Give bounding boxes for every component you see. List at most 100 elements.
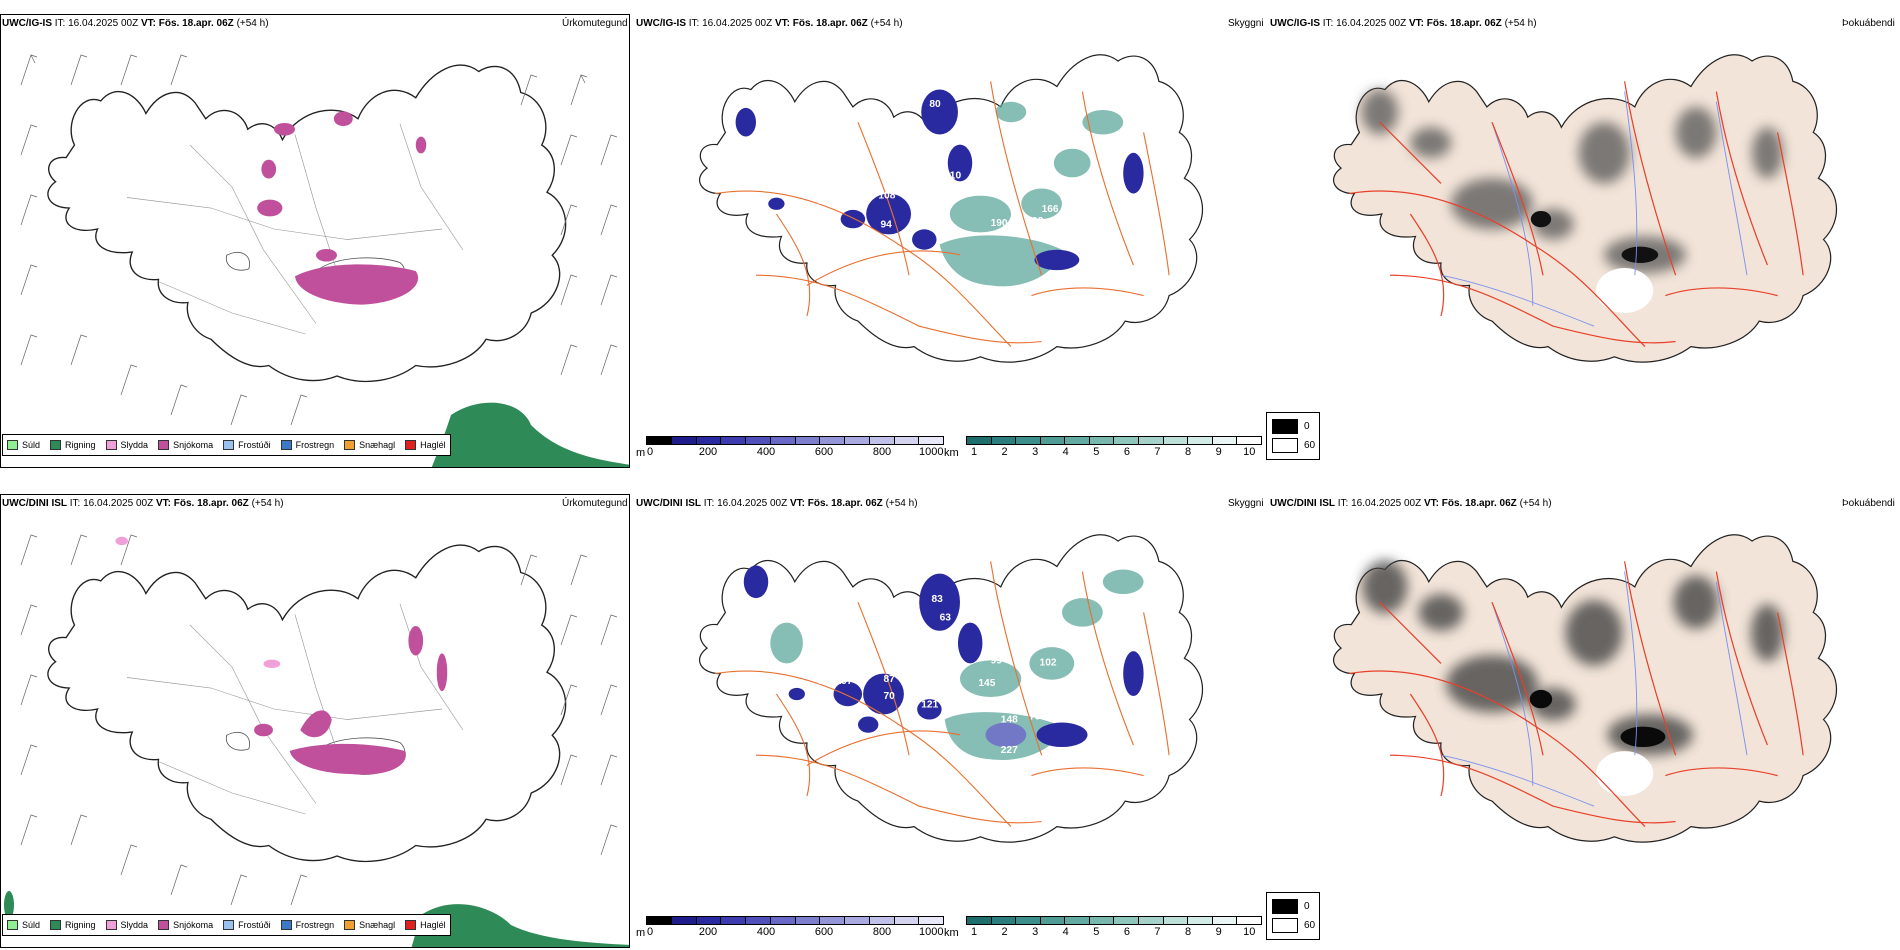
colorbar-height-strip (646, 916, 944, 925)
panel-label-ceiling: Skyggni (1228, 498, 1264, 509)
precip-type-panel: UWC/DINI ISL IT: 16.04.2025 00Z VT: Fös.… (0, 480, 632, 950)
colorbar-swatch (820, 437, 845, 444)
colorbar-height-strip (646, 436, 944, 445)
colorbar-swatch (1139, 437, 1164, 444)
colorbar-swatch (1188, 917, 1213, 924)
colorbar-visibility-unit: km (944, 927, 959, 939)
panel-title: UWC/IG-IS IT: 16.04.2025 00Z VT: Fös. 18… (1270, 18, 1537, 29)
fog-panel: UWC/DINI ISL IT: 16.04.2025 00Z VT: Fös.… (1268, 480, 1900, 950)
fog-map (1332, 54, 1838, 363)
colorbar-height-ticks: 0 200 400 600 800 1000 (646, 926, 944, 938)
colorbar-height: m 0 200 400 600 800 1000 (636, 436, 946, 466)
svg-text:121: 121 (921, 699, 938, 710)
svg-text:70: 70 (884, 691, 896, 702)
svg-text:99: 99 (991, 655, 1003, 666)
svg-text:80: 80 (929, 99, 941, 110)
colorbar-swatch (991, 917, 1017, 924)
legend-item-frostudi: Frostúði (223, 920, 271, 930)
colorbar-swatch (1163, 917, 1189, 924)
colorbar-swatch (770, 917, 796, 924)
colorbar-swatch (770, 437, 796, 444)
forecast-row-2: UWC/DINI ISL IT: 16.04.2025 00Z VT: Fös.… (0, 480, 1900, 950)
fog-legend-swatch-0 (1272, 899, 1298, 914)
colorbar-swatch (795, 437, 821, 444)
svg-text:108: 108 (970, 701, 987, 712)
colorbar-swatch (721, 917, 746, 924)
colorbar-swatch (1040, 917, 1066, 924)
colorbar-visibility-strip (966, 436, 1262, 445)
fog-legend: 0 60 (1266, 412, 1320, 460)
legend-item-frostregn: Frostregn (280, 920, 334, 930)
colorbar-swatch (845, 437, 870, 444)
svg-text:166: 166 (1042, 204, 1059, 215)
ceiling-map: 88 239 83 63 05 59 87 70 76 197 121 108 … (698, 534, 1204, 843)
svg-text:83: 83 (931, 594, 943, 605)
colorbar-swatch (919, 437, 943, 444)
legend-item-frostudi: Frostúði (223, 440, 271, 450)
colorbar-swatch (1114, 437, 1140, 444)
legend-item-slydda: Slydda (105, 920, 148, 930)
svg-text:96: 96 (1093, 715, 1105, 726)
panel-label-fog: Þokuábendi (1842, 18, 1895, 29)
colorbar-swatch (1188, 437, 1213, 444)
colorbar-swatch (894, 437, 920, 444)
fog-legend-label-0: 0 (1304, 421, 1310, 432)
colorbar-swatch (1065, 917, 1090, 924)
svg-text:197: 197 (836, 676, 853, 687)
fog-legend-label-60: 60 (1304, 920, 1316, 931)
svg-text:170: 170 (1101, 71, 1118, 82)
legend-item-frostregn: Frostregn (280, 440, 334, 450)
svg-text:84: 84 (1103, 226, 1115, 237)
svg-text:148: 148 (1001, 715, 1018, 726)
colorbar-swatch (721, 437, 746, 444)
panel-title: UWC/DINI ISL IT: 16.04.2025 00Z VT: Fös.… (2, 498, 284, 509)
panel-label-ceiling: Skyggni (1228, 18, 1264, 29)
legend-item-sudd: Súld (7, 920, 40, 930)
colorbar-swatch (1114, 917, 1140, 924)
fog-legend-swatch-60 (1272, 438, 1298, 453)
colorbar-swatch (894, 917, 920, 924)
precip-type-panel: UWC/IG-IS IT: 16.04.2025 00Z VT: Fös. 18… (0, 0, 632, 470)
colorbar-swatch (671, 437, 697, 444)
svg-text:239: 239 (1098, 548, 1115, 559)
svg-text:227: 227 (1001, 745, 1018, 756)
colorbar-swatch (991, 437, 1017, 444)
colorbar-visibility-ticks: 1 2 3 4 5 6 7 8 9 10 (970, 926, 1256, 938)
colorbar-visibility-strip (966, 916, 1262, 925)
svg-text:87: 87 (884, 674, 896, 685)
fog-panel: UWC/IG-IS IT: 16.04.2025 00Z VT: Fös. 18… (1268, 0, 1900, 470)
ceiling-map: 80 170 221 99 10 312 166 130 108 82 94 1… (698, 54, 1204, 363)
colorbar-visibility-ticks: 1 2 3 4 5 6 7 8 9 10 (970, 446, 1256, 458)
panel-label-precip-type: Úrkomutegund (562, 498, 628, 509)
legend-item-sudd: Súld (7, 440, 40, 450)
colorbar-swatch (696, 917, 722, 924)
svg-text:82: 82 (817, 196, 829, 207)
precip-type-legend: Súld Rigning Slydda Snjókoma Frostúði Fr… (2, 914, 451, 936)
svg-text:108: 108 (878, 191, 895, 202)
panel-label-precip-type: Úrkomutegund (562, 18, 628, 29)
colorbar-swatch (869, 917, 895, 924)
svg-text:76: 76 (817, 676, 829, 687)
svg-text:05: 05 (965, 613, 977, 624)
colorbar-height-unit: m (636, 927, 646, 939)
colorbar-swatch (1237, 917, 1261, 924)
colorbar-swatch (820, 917, 845, 924)
colorbar-swatch (1163, 437, 1189, 444)
svg-text:190: 190 (991, 218, 1008, 229)
colorbar-visibility: km 1 2 3 4 5 6 7 8 9 10 (944, 436, 1264, 466)
svg-text:203: 203 (1009, 228, 1026, 239)
fog-legend: 0 60 (1266, 892, 1320, 940)
colorbar-visibility-unit: km (944, 447, 959, 459)
colorbar-swatch (1065, 437, 1090, 444)
svg-text:312: 312 (1070, 186, 1087, 197)
fog-legend-label-60: 60 (1304, 440, 1316, 451)
legend-item-snaehagl: Snæhagl (344, 440, 395, 450)
legend-item-rigning: Rigning (50, 920, 96, 930)
legend-item-haglel: Haglél (405, 440, 446, 450)
svg-text:102: 102 (1040, 657, 1057, 668)
svg-text:145: 145 (978, 678, 995, 689)
fog-map (1332, 534, 1838, 843)
svg-text:63: 63 (940, 613, 952, 624)
svg-text:10: 10 (950, 170, 962, 181)
svg-text:59: 59 (945, 630, 957, 641)
